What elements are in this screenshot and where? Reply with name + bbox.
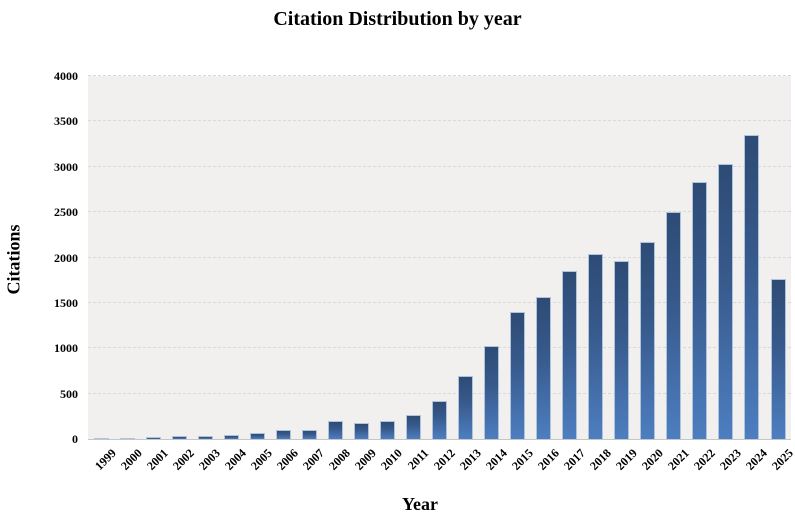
y-tick-2500: 2500: [54, 205, 78, 220]
bar-2005: [249, 432, 265, 439]
x-axis-baseline: [88, 439, 791, 440]
bar-2003: [197, 435, 213, 439]
y-tick-4000: 4000: [54, 69, 78, 83]
bar-2013: [458, 376, 473, 439]
x-tick-2018: 2018: [586, 446, 614, 473]
y-tick-2000: 2000: [54, 250, 78, 265]
bar-2017: [562, 271, 578, 439]
x-tick-2005: 2005: [248, 446, 276, 473]
bar-2018: [588, 253, 604, 439]
bar-2021: [666, 211, 682, 439]
x-tick-2003: 2003: [196, 446, 224, 473]
x-axis-title: Year: [402, 494, 438, 514]
bar-2011: [406, 414, 421, 439]
x-tick-2021: 2021: [664, 446, 692, 473]
y-tick-1500: 1500: [54, 295, 78, 310]
x-tick-2012: 2012: [430, 446, 458, 473]
bar-1999: [93, 437, 109, 439]
gridline-500: [88, 392, 791, 394]
bar-2015: [510, 312, 526, 439]
bar-2012: [432, 400, 447, 439]
x-tick-2020: 2020: [638, 446, 666, 473]
x-tick-2019: 2019: [612, 446, 640, 473]
gridline-3000: [88, 165, 791, 167]
x-tick-2015: 2015: [508, 446, 536, 473]
bar-2014: [484, 346, 500, 439]
bar-2008: [327, 420, 343, 439]
x-tick-1999: 1999: [92, 446, 119, 473]
x-tick-2014: 2014: [482, 446, 510, 473]
gridline-3500: [88, 120, 791, 122]
y-tick-500: 500: [60, 386, 78, 401]
chart-title: Citation Distribution by year: [273, 8, 522, 30]
gridline-2500: [88, 211, 791, 213]
x-tick-2017: 2017: [560, 446, 588, 473]
bar-2022: [692, 182, 708, 439]
x-tick-2007: 2007: [300, 446, 328, 473]
bar-2010: [379, 421, 395, 439]
x-tick-2011: 2011: [404, 446, 432, 473]
x-tick-2004: 2004: [222, 446, 250, 473]
x-tick-2016: 2016: [534, 446, 562, 473]
x-tick-2025: 2025: [769, 446, 795, 473]
plot-area: [88, 75, 791, 440]
bar-2009: [353, 423, 369, 439]
x-tick-2001: 2001: [144, 446, 171, 473]
x-tick-2022: 2022: [690, 446, 718, 473]
bar-2025: [770, 279, 786, 439]
x-tick-2013: 2013: [456, 446, 484, 473]
x-tick-2024: 2024: [742, 446, 770, 473]
bar-2006: [275, 429, 291, 439]
x-tick-2006: 2006: [274, 446, 302, 473]
bar-2002: [171, 435, 187, 439]
x-tick-2008: 2008: [326, 446, 354, 473]
x-tick-2023: 2023: [716, 446, 744, 473]
y-tick-3500: 3500: [54, 114, 78, 129]
bar-2007: [301, 429, 317, 439]
y-tick-1000: 1000: [54, 341, 78, 356]
y-tick-3000: 3000: [54, 159, 78, 174]
bar-2019: [614, 261, 630, 439]
gridline-1500: [88, 301, 791, 303]
bar-2000: [119, 438, 135, 439]
x-tick-2009: 2009: [352, 446, 380, 473]
x-tick-2002: 2002: [170, 446, 197, 473]
x-tick-2010: 2010: [378, 446, 406, 473]
x-tick-2000: 2000: [118, 446, 145, 473]
gridline-2000: [88, 256, 791, 258]
bar-2001: [145, 437, 161, 439]
bar-2004: [223, 434, 239, 439]
gridline-1000: [88, 347, 791, 349]
gridline-4000: [88, 75, 791, 76]
y-tick-0: 0: [72, 432, 78, 446]
bar-2024: [744, 135, 760, 439]
bar-2016: [536, 296, 552, 439]
bar-2023: [718, 163, 734, 439]
bar-2020: [640, 242, 656, 439]
